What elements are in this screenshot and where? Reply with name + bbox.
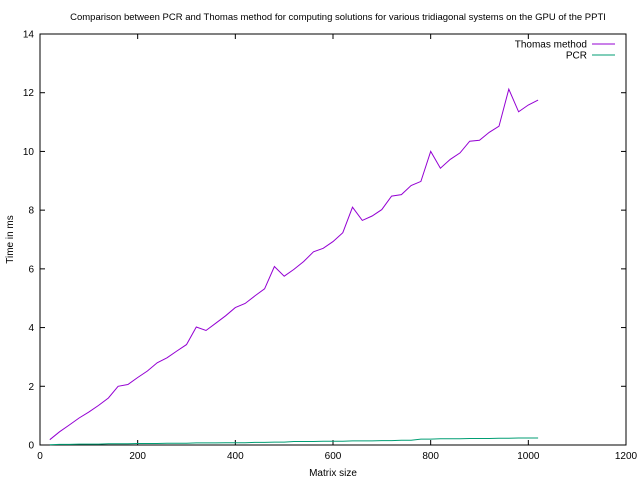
y-tick-label: 0 [28,441,34,452]
series-line-pcr [49,437,539,446]
y-tick-label: 8 [28,206,34,217]
plot-area-border [39,33,627,446]
legend-label: Thomas method [515,40,587,51]
x-tick-label: 800 [422,451,439,462]
x-tick-label: 1000 [517,451,540,462]
series-group [49,87,539,446]
x-axis-label: Matrix size [309,468,357,479]
x-tick-label: 1200 [615,451,638,462]
legend-label: PCR [566,51,587,62]
y-axis-label: Time in ms [5,215,16,264]
y-tick-label: 14 [23,30,35,41]
y-tick-label: 4 [28,323,34,334]
y-tick-label: 10 [23,147,35,158]
x-tick-label: 600 [325,451,342,462]
y-tick-label: 6 [28,264,34,275]
x-tick-label: 200 [129,451,146,462]
y-tick-label: 12 [23,88,35,99]
axis-ticks-group: 0 200 400 600 800 1000 1200 0 2 4 6 8 10 12 14 [23,30,638,463]
series-line-thomas-method [49,87,539,441]
y-tick-label: 2 [28,382,34,393]
chart-title: Comparison between PCR and Thomas method… [70,12,606,23]
x-tick-label: 400 [227,451,244,462]
x-tick-label: 0 [37,451,43,462]
